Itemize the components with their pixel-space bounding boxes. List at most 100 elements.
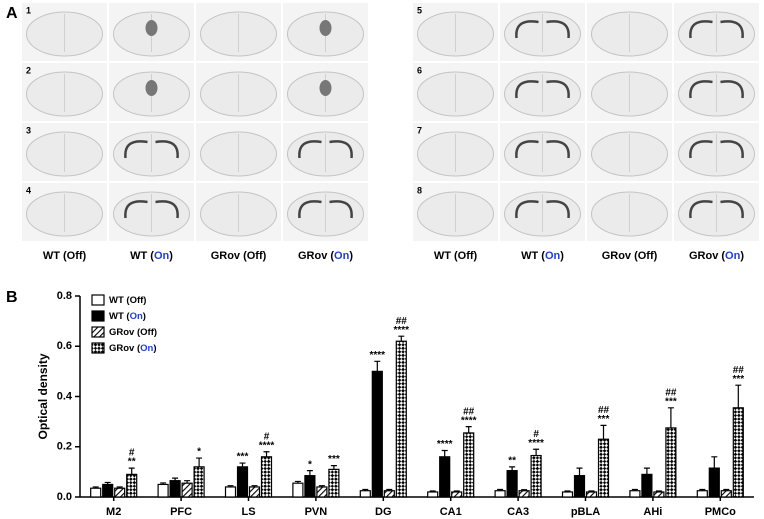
bar [236,466,249,498]
row-number: 8 [417,185,422,195]
error-bar [362,488,369,491]
y-axis-label: Optical density [36,353,50,439]
significance-label: * [308,459,312,470]
bar [395,340,407,498]
bar [696,490,708,498]
bar [90,487,102,498]
brain-signal [515,20,539,39]
row-number: 3 [26,125,31,135]
error-bar [128,467,135,475]
error-bar [588,490,595,492]
error-bar [533,448,540,456]
x-tick-label: M2 [106,506,121,518]
brain-signal [546,200,570,219]
column-label: WT (On) [521,250,564,262]
column-label: WT (Off) [43,250,87,262]
bar [641,473,653,498]
bar [720,490,732,498]
brain-signal [546,80,570,99]
bar [463,432,475,498]
error-bar [453,490,460,492]
significance-label: *** [237,452,249,463]
significance-label: **** [370,350,386,361]
panel-label: B [6,289,18,306]
brain-signal [329,140,353,159]
error-bar [521,489,528,491]
error-bar [263,451,270,457]
error-bar [386,488,393,491]
significance-label: **** [461,415,477,426]
legend-swatch [91,310,105,322]
column-label: GRov (On) [689,250,744,262]
bar [665,427,677,498]
panel-label: A [6,5,18,22]
error-bar [600,424,607,440]
bar [530,454,542,498]
error-bar [160,482,167,485]
bar [427,491,439,498]
bar [181,482,193,498]
bar [653,491,665,498]
legend-label: GRov (Off) [109,327,157,338]
error-bar [116,486,123,489]
bar [193,466,205,498]
bar [126,473,138,498]
significance-label: **** [394,325,410,336]
column-label: GRov (On) [298,250,353,262]
column-label: GRov (Off) [602,250,658,262]
significance-label: *** [598,414,610,425]
error-bar [239,462,246,467]
bar [248,486,261,498]
brain-signal [720,80,744,99]
x-tick-label: PFC [170,506,192,518]
row-number: 2 [26,65,31,75]
significance-label: ** [128,457,136,468]
x-tick-label: CA3 [507,506,529,518]
significance-label: ## [733,365,745,376]
bar [114,487,126,498]
brain-signal [689,140,713,159]
error-bar [398,335,405,342]
bar [629,490,641,498]
brain-signal [155,200,179,219]
error-bar [643,467,650,475]
row-number: 6 [417,65,422,75]
significance-label: *** [732,374,744,385]
significance-label: # [129,448,135,459]
error-bar [576,467,583,476]
brain-signal [515,80,539,99]
significance-label: * [197,447,201,458]
column-label: WT (Off) [434,250,478,262]
brain-signal [145,20,158,36]
bar [157,483,169,498]
brain-signal [145,80,158,96]
legend-swatch [91,294,105,306]
bar [224,486,237,498]
error-bar [465,426,472,433]
x-tick-label: DG [375,506,392,518]
error-bar [251,485,258,487]
x-tick-label: CA1 [440,506,462,518]
brain-signal [298,200,322,219]
bar [260,456,273,498]
legend-swatch [91,342,105,354]
error-bar [330,464,337,470]
significance-label: ** [508,455,516,466]
error-bar [655,490,662,492]
error-bar [711,456,718,469]
legend-label: WT (On) [109,311,146,322]
significance-label: ## [665,387,677,398]
brain-signal [689,200,713,219]
error-bar [227,485,234,487]
brain-signal [319,20,332,36]
row-number: 4 [26,185,31,195]
significance-label: **** [437,439,453,450]
bar [304,475,316,498]
significance-label: ## [598,405,610,416]
bar [102,483,114,498]
significance-label: *** [665,396,677,407]
brain-signal [720,20,744,39]
bar [518,490,530,498]
error-bar [374,360,381,372]
